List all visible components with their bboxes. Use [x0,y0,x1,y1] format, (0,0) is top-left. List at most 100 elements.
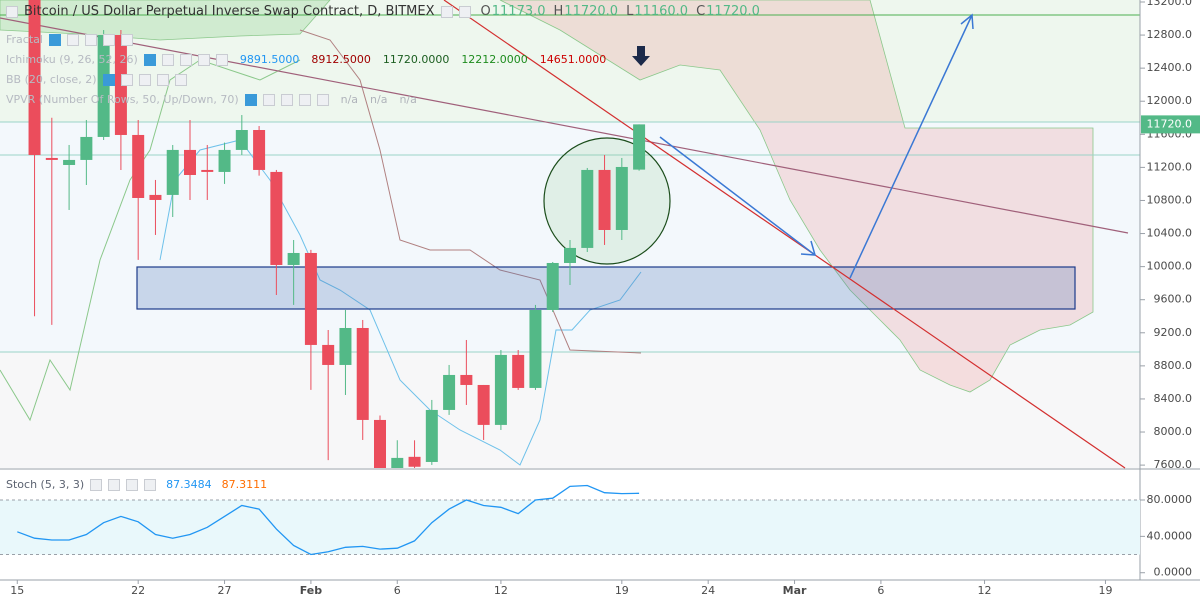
y-tick-label: 40.0000 [1147,529,1193,542]
icon[interactable] [179,53,192,66]
y-tick-label: 7600.0 [1154,458,1193,471]
candle-body [425,409,438,462]
candle-body [253,130,266,170]
candle-body [512,354,525,388]
candle-body [564,247,576,263]
y-tick-label: 12000.0 [1147,94,1193,107]
indicator-value: 9891.5000 [239,53,300,66]
indicator-row: Ichimoku (9, 26, 52, 26) 9891.5000 8912.50… [6,53,606,66]
stoch-value: 87.3484 [166,478,212,491]
y-tick-label: 10000.0 [1147,260,1193,273]
indicator-value: 11720.0000 [382,53,450,66]
icon[interactable] [215,53,228,66]
icon[interactable] [126,478,139,491]
indicator-row: BB (20, close, 2) [6,73,187,86]
candle-body [443,374,456,410]
icon[interactable] [280,93,293,106]
x-tick-label: 19 [615,584,629,597]
candle-body [184,149,196,175]
x-tick-label: 19 [1098,584,1112,597]
icon[interactable] [262,93,275,106]
icon[interactable] [197,53,210,66]
icon[interactable] [102,33,115,46]
candle-body [339,327,352,365]
icon[interactable] [120,33,133,46]
icon[interactable] [298,93,311,106]
icon[interactable] [440,5,453,18]
stoch-panel [0,484,1140,556]
icon[interactable] [161,53,174,66]
x-tick-label: Feb [300,584,323,597]
y-tick-label: 10400.0 [1147,227,1193,240]
indicator-name: VPVR (Number Of Rows, 50, Up/Down, 70) [6,93,239,106]
indicator-name: Ichimoku (9, 26, 52, 26) [6,53,138,66]
x-tick-label: 22 [131,584,145,597]
candle-body [529,309,542,388]
stoch-title: Stoch (5, 3, 3) [6,478,85,491]
candle-body [322,344,335,365]
y-tick-label: 8000.0 [1154,425,1193,438]
x-tick-label: 15 [10,584,24,597]
icon[interactable] [174,73,187,86]
candle-body [581,169,594,248]
icon[interactable] [458,5,471,18]
y-tick-label: 10800.0 [1147,193,1193,206]
candle-body [546,262,559,310]
y-tick-label: 13200.0 [1147,0,1193,8]
indicator-row: VPVR (Number Of Rows, 50, Up/Down, 70) n/… [6,93,417,106]
ohlc-value: 11160.0 [634,4,689,19]
icon[interactable] [144,478,157,491]
icon[interactable] [244,93,257,106]
chart-title: Bitcoin / US Dollar Perpetual Inverse Sw… [24,4,435,19]
icon[interactable] [66,33,79,46]
icon[interactable] [316,93,329,106]
candle-body [356,327,369,420]
candle-body [304,252,317,345]
stoch-value: 87.3111 [221,478,268,491]
x-tick-label: 12 [494,584,508,597]
indicator-name: Fractal [6,33,43,46]
ohlc-key: L [626,4,634,19]
icon[interactable] [102,73,115,86]
indicator-value: n/a [340,93,359,106]
y-tick-label: 12800.0 [1147,28,1193,41]
indicator-value: n/a [399,93,417,106]
cloud-bearish [499,0,1094,393]
icon[interactable] [120,73,133,86]
indicator-value: n/a [370,93,388,106]
icon[interactable] [84,33,97,46]
icon[interactable] [143,53,156,66]
candle-body [235,130,248,150]
y-tick-label: 9200.0 [1154,326,1193,339]
icon[interactable] [90,478,103,491]
x-tick-label: 6 [394,584,401,597]
icon[interactable] [138,73,151,86]
icon[interactable] [48,33,61,46]
icon[interactable] [156,73,169,86]
icon[interactable] [108,478,121,491]
indicator-line [0,59,301,422]
icon [6,5,18,18]
x-tick-label: 24 [701,584,715,597]
candle-body [149,194,162,200]
candle-body [374,419,386,468]
indicator-name: BB (20, close, 2) [6,73,97,86]
support-zone [136,266,1076,310]
candle-body [391,457,404,468]
x-tick-label: 6 [877,584,884,597]
y-tick-label: 8400.0 [1154,392,1193,405]
candle-body [201,169,214,172]
candle-body [633,124,646,170]
ohlc-key: H [553,4,564,19]
chart-header: Bitcoin / US Dollar Perpetual Inverse Sw… [6,4,760,19]
candle-body [80,136,93,160]
y-tick-label: 8800.0 [1154,359,1193,372]
x-tick-label: 27 [218,584,232,597]
cloud-bullish [0,0,331,41]
band-fill [0,500,1140,555]
candles [28,0,646,468]
candle-body [494,354,507,425]
candle-body [270,171,283,265]
down-arrow-marker [632,46,650,66]
